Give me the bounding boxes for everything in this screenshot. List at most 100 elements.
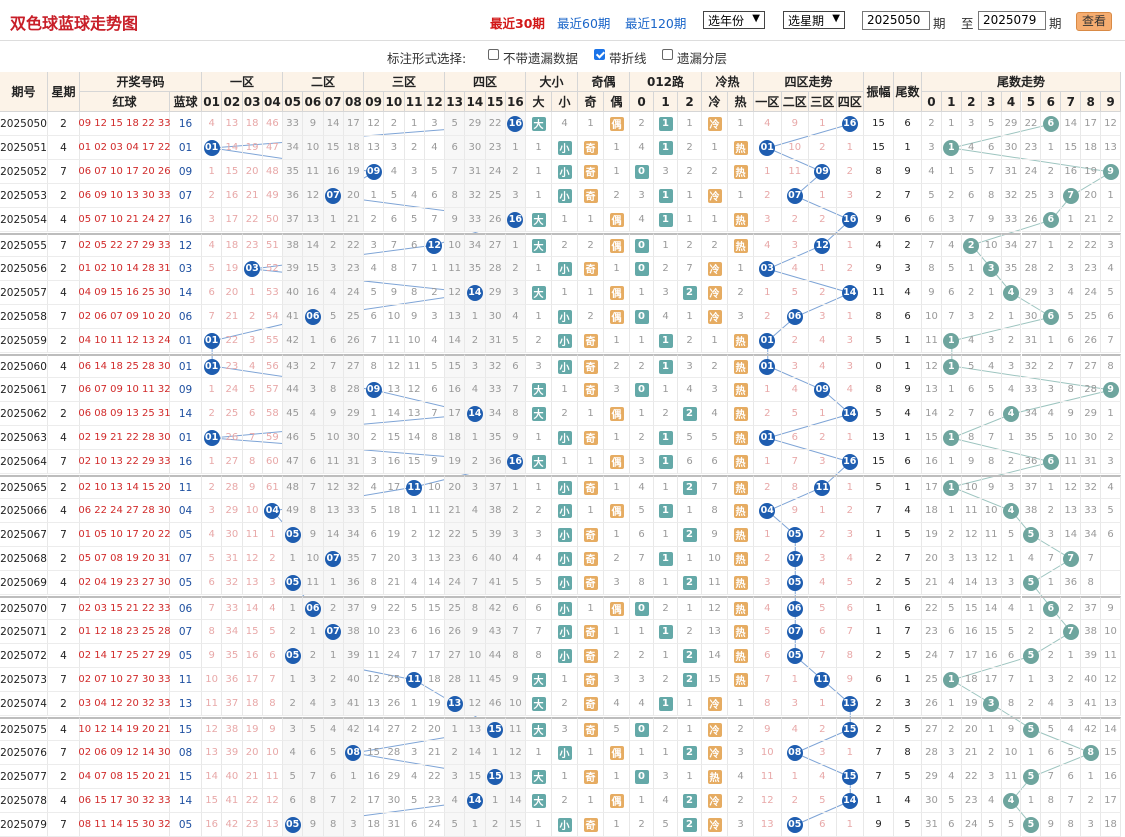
road-cell: 2 — [678, 813, 702, 837]
parity-cell: 奇 — [578, 184, 604, 208]
road-miss: 2 — [630, 354, 654, 378]
tail-trend-miss: 3 — [941, 547, 962, 571]
tail-ball: 5 — [1022, 768, 1039, 785]
miss-cell: 39 — [222, 741, 243, 765]
road-cell: 2 — [678, 571, 702, 595]
size-mark: 大 — [531, 285, 546, 300]
zone-trend-ball: 11 — [814, 671, 831, 688]
miss-cell: 45 — [283, 402, 304, 426]
size-mark: 小 — [557, 648, 572, 663]
hotcold-cell: 热 — [728, 620, 754, 644]
zone-trend-ball: 14 — [841, 284, 858, 301]
miss-cell: 4 — [445, 789, 466, 813]
miss-cell: 21 — [384, 571, 405, 595]
zone-trend-miss: 1 — [836, 136, 864, 160]
size-cell: 小 — [552, 426, 578, 450]
miss-cell: 3 — [202, 208, 223, 232]
zone-trend-miss: 9 — [836, 668, 864, 692]
tail-trend-miss: 10 — [1001, 741, 1022, 765]
zone-ball-cell: 09 — [364, 378, 385, 402]
hotcold-mark: 热 — [733, 575, 748, 590]
layer-label[interactable]: 遗漏分层 — [677, 51, 728, 66]
miss-cell: 6 — [242, 402, 263, 426]
zone-trend-cell: 01 — [754, 136, 782, 160]
miss-cell: 1 — [202, 160, 223, 184]
tail-trend-miss: 2 — [1041, 644, 1062, 668]
recent-30-link[interactable]: 最近30期 — [490, 16, 545, 31]
header-num: 04 — [262, 92, 283, 112]
road-mark: 0 — [634, 261, 649, 276]
miss-cell: 7 — [404, 257, 425, 281]
miss-cell: 14 — [505, 789, 526, 813]
road-miss: 1 — [630, 329, 654, 353]
from-issue-input[interactable]: 2025050 — [862, 11, 930, 30]
tail-trend-miss: 2 — [1041, 160, 1062, 184]
miss-cell: 22 — [485, 112, 506, 136]
miss-cell: 3 — [404, 741, 425, 765]
recent-120-link[interactable]: 最近120期 — [625, 16, 687, 31]
zone-trend-miss: 2 — [836, 257, 864, 281]
tail-trend-miss: 2 — [1061, 233, 1082, 257]
tail-trend-miss: 7 — [981, 160, 1002, 184]
miss-cell: 8 — [445, 184, 466, 208]
blue-ball: 06 — [304, 600, 321, 617]
issue-cell: 2025062 — [0, 402, 48, 426]
tail-cell: 5 — [894, 717, 922, 741]
miss-cell: 40 — [485, 547, 506, 571]
tail-trend-miss: 5 — [1101, 281, 1121, 305]
miss-cell: 21 — [242, 765, 263, 789]
header-zone-trend-sub: 一区 — [754, 92, 782, 112]
query-button[interactable]: 查看 — [1076, 12, 1112, 31]
layer-checkbox[interactable] — [662, 49, 673, 60]
parity-cell: 奇 — [578, 644, 604, 668]
no-missing-label[interactable]: 不带遗漏数据 — [503, 51, 579, 66]
tail-trend-miss: 3 — [922, 136, 942, 160]
miss-cell: 17 — [343, 112, 364, 136]
hotcold-mark: 热 — [733, 406, 748, 421]
tail-trend-miss: 7 — [1041, 765, 1062, 789]
miss-cell: 5 — [364, 281, 385, 305]
miss-cell: 43 — [283, 354, 304, 378]
size-miss: 1 — [552, 208, 578, 232]
tail-trend-miss: 6 — [941, 813, 962, 837]
tail-trend-miss: 11 — [922, 329, 942, 353]
miss-cell: 14 — [303, 233, 324, 257]
recent-60-link[interactable]: 最近60期 — [557, 16, 611, 31]
zone-trend-miss: 1 — [836, 426, 864, 450]
road-cell: 1 — [654, 547, 678, 571]
amplitude-cell: 7 — [864, 499, 894, 523]
tail-cell: 5 — [894, 765, 922, 789]
tail-trend-miss: 35 — [1021, 426, 1042, 450]
no-missing-checkbox[interactable] — [488, 49, 499, 60]
zone-trend-miss: 2 — [754, 547, 782, 571]
miss-cell: 44 — [283, 378, 304, 402]
header-tail-trend: 尾数走势 — [922, 72, 1121, 92]
parity-cell: 奇 — [578, 354, 604, 378]
year-select[interactable]: 选年份 ▼ — [703, 11, 765, 29]
miss-cell: 8 — [323, 813, 344, 837]
blue-ball-cell: 05 — [170, 571, 202, 595]
size-miss: 8 — [526, 644, 552, 668]
zone-trend-ball: 16 — [841, 115, 858, 132]
miss-cell: 8 — [505, 644, 526, 668]
size-miss: 4 — [552, 112, 578, 136]
miss-cell: 7 — [424, 402, 445, 426]
parity-mark: 偶 — [609, 745, 624, 760]
zone-trend-miss: 2 — [809, 717, 837, 741]
week-select[interactable]: 选星期 ▼ — [783, 11, 845, 29]
line-checkbox[interactable] — [594, 49, 605, 60]
tail-trend-miss: 8 — [961, 426, 982, 450]
zone-trend-miss: 1 — [781, 765, 809, 789]
to-issue-input[interactable]: 2025079 — [978, 11, 1046, 30]
tail-trend-miss: 8 — [1001, 692, 1022, 716]
line-label[interactable]: 带折线 — [609, 51, 647, 66]
miss-cell: 3 — [505, 184, 526, 208]
miss-cell: 32 — [485, 354, 506, 378]
zone-trend-ball: 05 — [786, 526, 803, 543]
tail-trend-miss: 10 — [981, 499, 1002, 523]
tail-cell: 7 — [894, 547, 922, 571]
tail-trend-cell: 4 — [1001, 281, 1022, 305]
miss-cell: 2 — [323, 596, 344, 620]
tail-trend-cell: 5 — [1021, 813, 1042, 837]
tail-ball: 6 — [1042, 211, 1059, 228]
